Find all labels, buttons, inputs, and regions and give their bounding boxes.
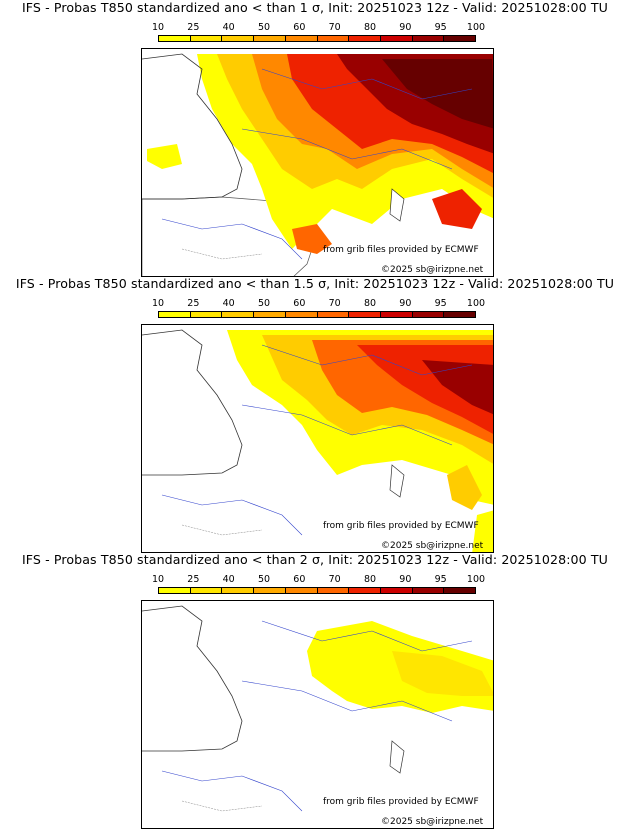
colorbar-tick-label: 60: [293, 22, 306, 33]
colorbar-ticks: 10 25 40 50 60 70 80 90 95 100: [152, 298, 485, 310]
credit-source: from grib files provided by ECMWF: [323, 797, 479, 807]
colorbar-segment: [348, 36, 380, 41]
colorbar-tick-label: 80: [363, 574, 377, 585]
map-panel-3: IFS - Probas T850 standardized ano < tha…: [0, 552, 630, 829]
colorbar-segment: [221, 588, 254, 593]
colorbar-tick-label: 10: [151, 574, 165, 585]
probability-map: from grib files provided by ECMWF ©2025 …: [141, 48, 494, 277]
colorbar-tick-label: 25: [187, 298, 200, 309]
colorbar-tick-label: 25: [187, 574, 200, 585]
colorbar: [158, 587, 476, 594]
colorbar-segment: [284, 588, 317, 593]
colorbar-segment: [284, 312, 317, 317]
colorbar-tick-label: 10: [151, 22, 165, 33]
probability-map: from grib files provided by ECMWF ©2025 …: [141, 600, 494, 829]
colorbar-tick-label: 50: [257, 574, 271, 585]
colorbar-tick-label: 80: [363, 298, 377, 309]
map-panel-2: IFS - Probas T850 standardized ano < tha…: [0, 276, 630, 553]
colorbar-ticks: 10 25 40 50 60 70 80 90 95 100: [152, 574, 485, 586]
colorbar: [158, 311, 476, 318]
panel-title: IFS - Probas T850 standardized ano < tha…: [21, 0, 608, 15]
colorbar-segment: [284, 36, 317, 41]
colorbar-tick-label: 60: [293, 298, 306, 309]
colorbar-segment: [316, 588, 349, 593]
colorbar-tick-label: 70: [328, 22, 341, 33]
colorbar-tick-label: 100: [466, 574, 486, 585]
colorbar-tick-label: 70: [328, 574, 341, 585]
colorbar-tick-label: 50: [257, 22, 271, 33]
colorbar-segment: [316, 312, 349, 317]
panel-title: IFS - Probas T850 standardized ano < tha…: [21, 552, 608, 567]
colorbar-ticks: 10 25 40 50 60 70 80 90 95 100: [152, 22, 485, 34]
colorbar-tick-label: 90: [399, 22, 412, 33]
colorbar-segment: [348, 588, 380, 593]
credit-copyright: ©2025 sb@irizpne.net: [381, 817, 484, 827]
colorbar-tick-label: 25: [187, 22, 200, 33]
colorbar-segment: [379, 588, 412, 593]
probability-map: from grib files provided by ECMWF ©2025 …: [141, 324, 494, 553]
colorbar-tick-label: 95: [434, 574, 447, 585]
colorbar-segment: [379, 36, 412, 41]
credit-copyright: ©2025 sb@irizpne.net: [381, 265, 484, 275]
colorbar-segment: [379, 312, 412, 317]
credit-source: from grib files provided by ECMWF: [323, 521, 479, 531]
colorbar-segment: [159, 312, 190, 317]
colorbar-tick-label: 95: [434, 22, 447, 33]
colorbar-segment: [221, 312, 254, 317]
colorbar-segment: [253, 588, 285, 593]
colorbar-segment: [411, 312, 444, 317]
map-panel-1: IFS - Probas T850 standardized ano < tha…: [0, 0, 630, 277]
colorbar-segment: [348, 312, 380, 317]
colorbar-tick-label: 95: [434, 298, 447, 309]
colorbar-tick-label: 60: [293, 574, 306, 585]
colorbar-segment: [316, 36, 349, 41]
credit-source: from grib files provided by ECMWF: [323, 245, 479, 255]
colorbar-tick-label: 100: [466, 22, 486, 33]
colorbar-segment: [253, 36, 285, 41]
colorbar-tick-label: 90: [399, 298, 412, 309]
credit-copyright: ©2025 sb@irizpne.net: [381, 541, 484, 551]
colorbar-segment: [411, 36, 444, 41]
colorbar-segment: [189, 36, 222, 41]
colorbar-tick-label: 50: [257, 298, 271, 309]
colorbar: [158, 35, 476, 42]
colorbar-segment: [189, 588, 222, 593]
colorbar-segment: [159, 588, 190, 593]
colorbar-tick-label: 10: [151, 298, 165, 309]
colorbar-tick-label: 80: [363, 22, 377, 33]
colorbar-tick-label: 40: [222, 298, 235, 309]
colorbar-tick-label: 90: [399, 574, 412, 585]
colorbar-segment: [189, 312, 222, 317]
colorbar-tick-label: 70: [328, 298, 341, 309]
colorbar-tick-label: 40: [222, 574, 235, 585]
panel-title: IFS - Probas T850 standardized ano < tha…: [15, 276, 615, 291]
colorbar-segment: [159, 36, 190, 41]
colorbar-segment: [253, 312, 285, 317]
colorbar-segment: [443, 36, 476, 41]
colorbar-segment: [443, 588, 476, 593]
colorbar-segment: [411, 588, 444, 593]
colorbar-segment: [221, 36, 254, 41]
colorbar-segment: [443, 312, 476, 317]
colorbar-tick-label: 100: [466, 298, 486, 309]
colorbar-tick-label: 40: [222, 22, 235, 33]
